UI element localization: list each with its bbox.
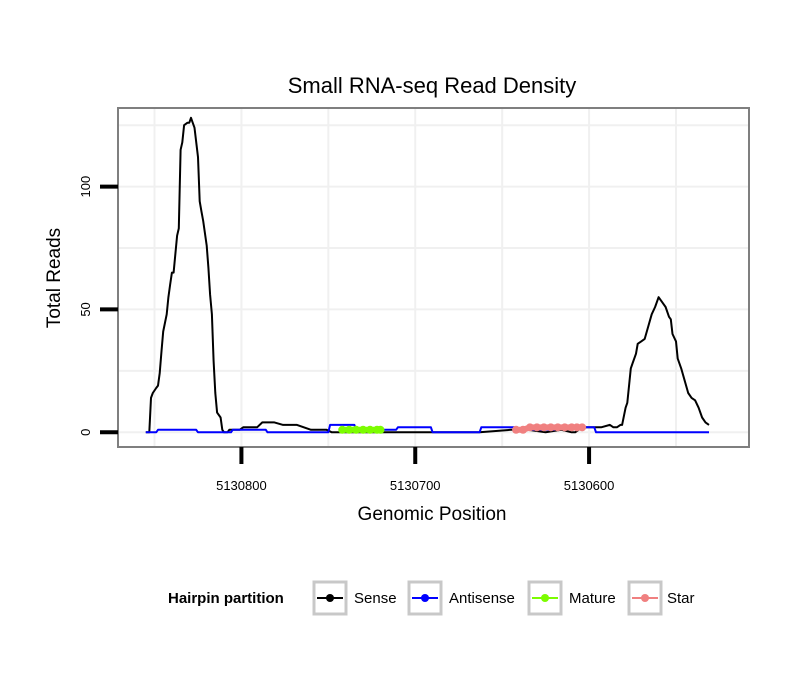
sense-series-line xyxy=(145,116,710,434)
star-point xyxy=(539,423,548,432)
x-tick-label: 5130700 xyxy=(390,478,441,493)
plot-panel xyxy=(117,107,750,448)
star-point xyxy=(546,423,555,432)
star-point xyxy=(560,423,569,432)
mature-point xyxy=(359,425,368,434)
x-axis-title: Genomic Position xyxy=(358,504,507,525)
grid xyxy=(118,108,749,447)
x-tick-label: 5130600 xyxy=(564,478,615,493)
series xyxy=(145,116,710,434)
chart-title: Small RNA-seq Read Density xyxy=(288,73,577,98)
legend-key-point-sense xyxy=(326,594,334,602)
y-tick-label: 0 xyxy=(78,429,93,436)
legend-key-point-mature xyxy=(541,594,549,602)
star-point xyxy=(553,423,562,432)
legend-key-point-star xyxy=(641,594,649,602)
legend-label-sense: Sense xyxy=(354,590,397,607)
star-point xyxy=(512,425,521,434)
mature-point xyxy=(338,425,347,434)
x-tick-label: 5130800 xyxy=(216,478,267,493)
y-tick-label: 100 xyxy=(78,176,93,198)
legend-label-antisense: Antisense xyxy=(449,590,515,607)
star-point xyxy=(525,423,534,432)
legend-label-mature: Mature xyxy=(569,590,616,607)
mature-point xyxy=(376,425,385,434)
star-point xyxy=(532,423,541,432)
legend-title: Hairpin partition xyxy=(168,590,284,607)
legend: Hairpin partition Sense Antisense Mature St… xyxy=(168,580,695,616)
antisense-series-line xyxy=(145,423,709,434)
mature-point xyxy=(366,425,375,434)
y-tick-label: 50 xyxy=(78,302,93,316)
axes: 5130800 5130700 5130600 0 50 100 xyxy=(78,176,614,493)
legend-label-star: Star xyxy=(667,590,695,607)
legend-key-point-antisense xyxy=(421,594,429,602)
star-point xyxy=(578,423,587,432)
mature-point xyxy=(352,425,361,434)
star-point xyxy=(519,425,528,434)
y-axis-title: Total Reads xyxy=(44,228,65,328)
mature-point xyxy=(345,425,354,434)
